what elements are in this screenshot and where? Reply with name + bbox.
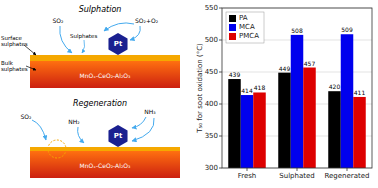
x-tick [247,168,248,171]
support [30,61,180,88]
annotation-line: Surface [1,34,23,40]
y-tick [219,8,222,9]
y-tick [219,104,222,105]
legend-label: MCA [239,23,255,31]
data-label: 414 [241,87,253,94]
arrow [32,120,46,140]
pt-particle [108,125,127,147]
panel-title: Regeneration [73,99,127,108]
arrow [78,127,84,143]
arrow [26,66,36,70]
support [30,151,180,178]
arrow [132,117,146,128]
y-tick [219,40,222,41]
y-tick [219,168,222,169]
y-tick-label: 500 [205,36,218,44]
legend-label: PMCA [239,32,259,40]
arrow [104,23,134,31]
bar [303,68,316,168]
y-tick-label: 550 [205,4,218,12]
bar [253,92,266,168]
so2-label: SO₂ [21,113,33,120]
support-label: MnOₓ-CeO₂-Al₂O₃ [80,162,131,169]
arrow [60,26,72,53]
data-label: 411 [354,89,366,96]
legend-frame [226,12,264,43]
legend-label: PA [239,14,248,22]
legend-swatch [229,24,236,31]
sulphate-layer [30,147,180,151]
arrow [132,118,154,141]
data-label: 457 [304,60,316,67]
bar [241,95,254,168]
annotation-line: sulphates [1,41,28,48]
x-tick [347,168,348,171]
y-tick [219,136,222,137]
data-label: 439 [229,71,241,78]
panel-title: Sulphation [79,5,122,14]
y-tick-label: 450 [205,68,218,76]
y-tick [219,72,222,73]
legend-swatch [229,33,236,40]
bar [228,79,241,168]
annotation-line: sulphates [1,66,28,73]
bar-chart: 3003504004505005504394494204145085094184… [196,4,372,180]
illustration: SulphationMnOₓ-CeO₂-Al₂O₃PtSurfacesulpha… [1,5,180,179]
arrow [130,26,140,40]
so2o2-label: SO₂+O₂ [135,17,159,24]
legend: PAMCAPMCA [226,12,264,43]
pt-label: Pt [114,40,123,48]
data-label: 508 [291,27,303,34]
data-label: 509 [341,26,353,33]
so2-label: SO₂ [53,17,65,24]
data-labels: 439 449 420 414 508 509 418 457 411 [229,26,366,96]
pt-label: Pt [114,132,123,140]
bar [341,34,354,168]
x-tick-label: Fresh [238,172,257,180]
arrow [82,40,85,53]
nh2-label: NH₂ [68,118,80,125]
x-tick [297,168,298,171]
bars [228,34,366,168]
y-axis-label: T₅₀ for soot oxidation (°C) [196,43,204,134]
legend-swatch [229,15,236,22]
pt-particle [108,33,127,55]
data-label: 418 [254,84,266,91]
figure: SulphationMnOₓ-CeO₂-Al₂O₃PtSurfacesulpha… [0,0,378,188]
annotation-line: Bulk [1,59,14,65]
sulphates-label: Sulphates [70,33,97,40]
data-label: 420 [329,83,341,90]
y-tick-label: 400 [205,100,218,108]
sulphate-layer [30,55,180,61]
bar [353,97,366,168]
bar [328,91,341,168]
x-tick-label: Sulphated [279,172,315,180]
data-label: 449 [279,65,291,72]
bulk-label: Bulksulphates [1,59,28,72]
support-label: MnOₓ-CeO₂-Al₂O₃ [80,72,131,79]
nh3-label: NH₃ [144,108,156,115]
plot-background [222,8,372,168]
arrow [24,45,36,55]
surface-label: Surfacesulphates [1,34,28,47]
bar [278,73,291,168]
y-tick-label: 300 [205,164,218,172]
y-tick-label: 350 [205,132,218,140]
plot-frame [222,8,372,168]
x-tick-label: Regenerated [324,172,369,180]
regenerated-zone [48,140,66,158]
bar [291,35,304,168]
